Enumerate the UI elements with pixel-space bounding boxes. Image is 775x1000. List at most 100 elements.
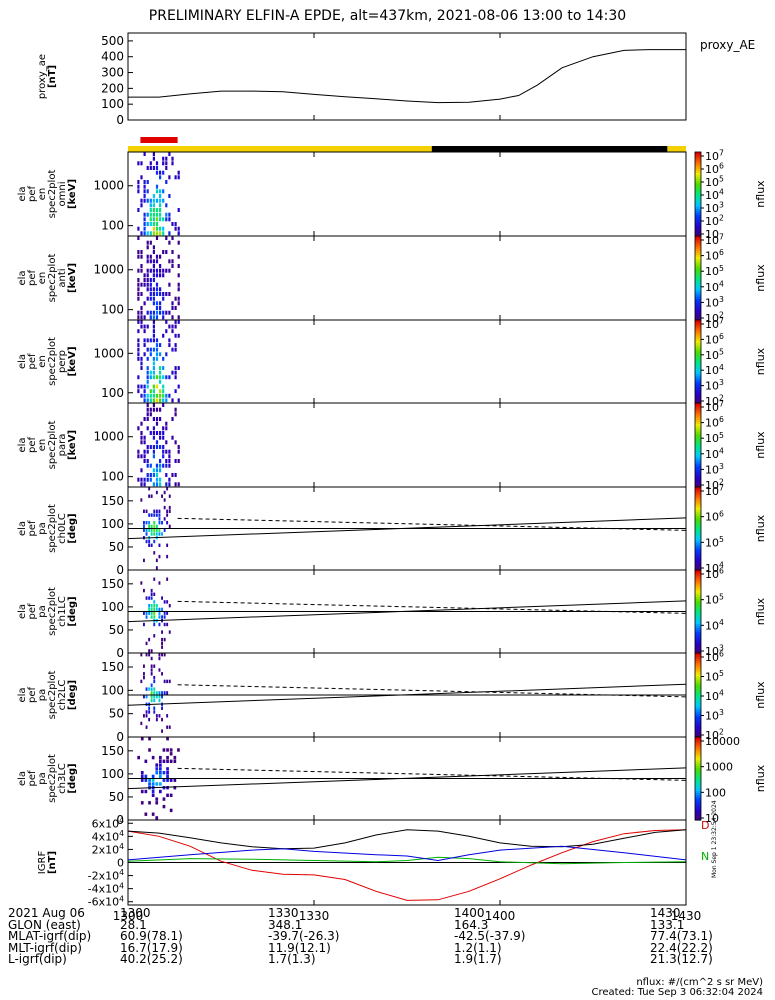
y-tick-label: -2x104 (88, 868, 124, 882)
axis-label: [deg] (67, 763, 78, 793)
spectrogram-cell (152, 278, 155, 282)
spectrogram-cell (168, 175, 171, 180)
spectrogram-cell (155, 816, 159, 820)
spectrogram-cell (150, 494, 153, 498)
spectrogram-cell (158, 521, 161, 525)
spectrogram-cell (155, 717, 158, 722)
spectrogram-cell (148, 637, 151, 642)
spectrogram-cell (153, 695, 156, 699)
colorbar-segment (695, 191, 701, 195)
spectrogram-cell (143, 189, 146, 194)
spectrogram-cell (153, 611, 156, 615)
spectrogram-cell (150, 524, 153, 529)
axis-label: pa (37, 605, 48, 617)
colorbar-segment (695, 692, 701, 696)
spectrogram-cell (162, 292, 165, 296)
colorbar-tick-label: 107 (705, 317, 724, 331)
colorbar-tick-label: 105 (705, 535, 724, 549)
spectrogram-cell (162, 226, 165, 231)
colorbar-segment (695, 782, 701, 786)
colorbar-segment (695, 344, 701, 348)
spectrogram-cell (155, 208, 159, 212)
spectrogram-cell (140, 203, 143, 208)
colorbar-segment (695, 179, 701, 182)
colorbar-segment (695, 204, 701, 208)
spectrogram-cell (143, 393, 146, 398)
colorbar-segment (695, 463, 701, 467)
colorbar-segment (695, 776, 701, 780)
colorbar-segment (695, 597, 701, 600)
colorbar-segment (695, 813, 701, 817)
spectrogram-cell (146, 463, 149, 468)
spectrogram-cell (177, 175, 180, 180)
spectrogram-cell (177, 231, 180, 236)
colorbar-segment (695, 582, 701, 586)
colorbar-segment (695, 280, 701, 283)
spectrogram-cell (140, 801, 144, 805)
y-tick-label: 150 (101, 744, 124, 758)
spectrogram-cell (153, 513, 156, 517)
spectrogram-cell (161, 615, 163, 619)
colorbar-segment (695, 309, 701, 313)
spectrogram-cell (152, 426, 155, 431)
spectrogram-cell (146, 459, 149, 463)
spectrogram-cell (177, 398, 180, 403)
y-tick-label: 150 (101, 660, 124, 674)
spectrogram-cell (161, 653, 163, 657)
axis-label: spec2plot (47, 337, 58, 386)
colorbar-segment (695, 567, 701, 571)
spectrogram-cell (152, 361, 155, 366)
spectrogram-cell (162, 398, 165, 403)
spectrogram-cell (155, 801, 159, 805)
panel-omni: 100 1000 ela pef en spec2plot omni [keV] (17, 151, 687, 237)
colorbar-segment (695, 561, 701, 565)
colorbar-segment (695, 720, 701, 723)
spectrogram-cell (177, 482, 180, 487)
colorbar-tick-label: 106 (705, 248, 724, 262)
colorbar-segment (695, 200, 701, 203)
spectrogram-cell (149, 473, 152, 477)
spectrogram-cell (137, 226, 140, 231)
spectrogram-cell (143, 714, 145, 718)
spectrogram-cell (166, 737, 169, 741)
spectrogram-cell (168, 268, 171, 273)
colorbar-segment (695, 405, 701, 408)
spectrogram-cell (162, 384, 165, 389)
colorbar-segment (695, 609, 701, 613)
spectrogram-cell (166, 748, 169, 752)
colorbar-segment (695, 371, 701, 375)
spectrogram-cell (152, 152, 155, 156)
spectrogram-cell (155, 407, 159, 412)
spectrogram-cell (152, 393, 155, 398)
spectrogram-cell (143, 477, 146, 482)
spectrogram-cell (152, 468, 155, 473)
x-tick-label: 1330 (299, 909, 330, 923)
spectrogram-cell (140, 477, 143, 482)
spectrogram-cell (143, 449, 146, 454)
spectrogram-cell (168, 194, 171, 198)
footer-value: 40.2(25.2) (120, 952, 183, 966)
x-tick-label: 1300 (113, 909, 144, 923)
spectrogram-cell (159, 203, 162, 208)
colorbar-tick-label: 1000 (705, 761, 733, 774)
spectrogram-cell (158, 581, 161, 585)
colorbar-segment (695, 611, 701, 615)
spectrogram-cell (165, 310, 168, 315)
colorbar-segment (695, 603, 701, 606)
axis-label: ela (17, 270, 28, 285)
colorbar-segment (695, 407, 701, 410)
colorbar-tick-label: 10000 (705, 735, 740, 748)
spectrogram-cell (137, 180, 140, 184)
spectrogram-cell (145, 532, 148, 536)
spectrogram-cell (146, 384, 149, 389)
colorbar-segment (695, 624, 701, 627)
anti-loss-cone-line (177, 517, 687, 531)
spectrogram-cell (174, 175, 177, 180)
spectrogram-cell (152, 435, 155, 440)
colorbar-segment (695, 390, 701, 394)
footer-value: 28.1 (120, 917, 147, 932)
spectrogram-cell (168, 725, 171, 729)
footer-label: MLT-igrf(dip) (8, 940, 82, 955)
colorbar-segment (695, 294, 701, 298)
axis-label: spec2plot (47, 754, 58, 803)
